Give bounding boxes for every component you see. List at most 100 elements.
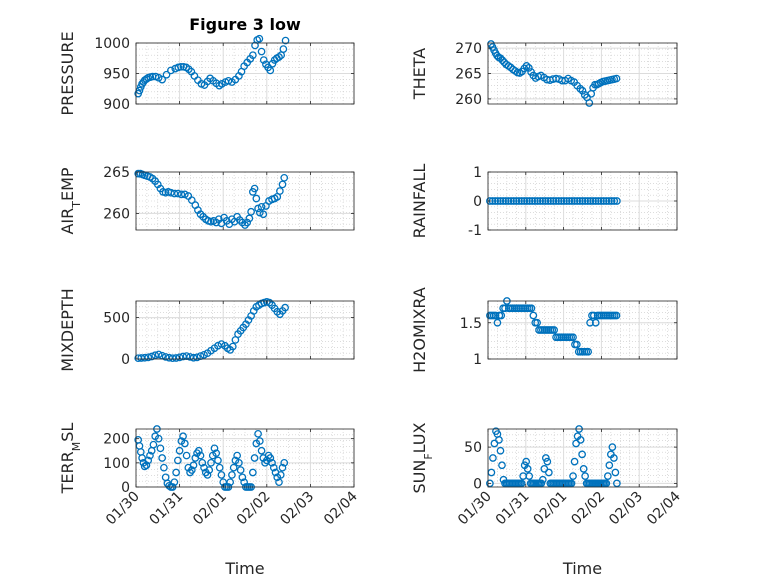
data-point xyxy=(608,443,617,451)
data-point xyxy=(276,471,285,479)
data-point xyxy=(576,197,584,205)
data-point xyxy=(572,340,581,349)
data-point xyxy=(498,461,506,470)
data-point xyxy=(189,461,198,470)
data-point xyxy=(570,457,579,466)
data-point xyxy=(172,468,180,477)
data-point xyxy=(238,473,247,482)
data-point xyxy=(512,197,521,205)
axes-box xyxy=(487,300,678,360)
data-point xyxy=(179,432,187,441)
data-point xyxy=(156,444,165,453)
data-point xyxy=(275,53,283,61)
data-point xyxy=(266,454,275,462)
y-tick-label: 1.5 xyxy=(460,316,482,332)
data-point xyxy=(520,197,529,205)
y-tick-label: 265 xyxy=(455,67,482,83)
data-point xyxy=(215,463,224,472)
data-point xyxy=(170,478,179,487)
data-point xyxy=(543,457,552,466)
data-point xyxy=(154,350,163,359)
data-point xyxy=(252,194,261,203)
y-tick-label: 100 xyxy=(103,456,130,472)
data-point xyxy=(581,472,589,480)
data-point xyxy=(275,478,283,487)
data-point xyxy=(167,66,175,75)
y-tick-label: 260 xyxy=(103,206,130,222)
data-point xyxy=(257,202,266,211)
data-point xyxy=(591,318,600,327)
data-point xyxy=(567,479,576,488)
data-point xyxy=(594,197,603,205)
data-point xyxy=(250,454,259,462)
x-axis-label: Time xyxy=(224,559,264,578)
data-point xyxy=(187,196,196,205)
y-tick-label: 1000 xyxy=(94,36,130,52)
data-point xyxy=(525,197,534,205)
data-point xyxy=(491,311,500,320)
data-point xyxy=(196,451,205,460)
data-point xyxy=(498,56,507,65)
y-tick-label: 50 xyxy=(464,440,482,456)
data-point xyxy=(528,197,537,205)
y-tick-label: 200 xyxy=(103,432,130,448)
data-point xyxy=(280,173,289,182)
data-point xyxy=(546,197,555,205)
y-axis-label: AIRTEMP xyxy=(58,167,83,234)
data-point xyxy=(279,45,288,53)
data-point xyxy=(266,66,275,75)
data-point xyxy=(226,478,235,487)
plot-area xyxy=(488,301,677,359)
data-point xyxy=(599,197,608,205)
data-point xyxy=(533,318,541,327)
data-point xyxy=(140,353,149,362)
data-point xyxy=(524,64,533,72)
data-point xyxy=(212,449,221,458)
data-point xyxy=(576,436,585,444)
y-tick-label: 1 xyxy=(473,352,482,368)
data-point xyxy=(573,197,582,205)
data-point xyxy=(174,456,182,465)
y-tick-label: 270 xyxy=(455,41,482,57)
data-point xyxy=(269,463,278,472)
data-point xyxy=(142,461,151,470)
data-point xyxy=(203,471,212,479)
y-tick-label: -1 xyxy=(468,223,482,239)
data-point xyxy=(236,466,245,474)
data-point xyxy=(177,190,186,199)
data-point xyxy=(605,197,613,205)
data-point xyxy=(248,468,257,477)
data-point xyxy=(586,318,594,327)
data-point xyxy=(214,456,222,465)
y-axis-label: RAINFALL xyxy=(410,164,429,239)
data-point xyxy=(541,454,550,462)
data-point xyxy=(207,458,215,467)
data-point xyxy=(538,475,547,484)
data-point xyxy=(170,189,179,198)
data-point xyxy=(486,197,494,205)
data-point xyxy=(247,207,255,216)
y-tick-label: 265 xyxy=(103,165,130,181)
data-point xyxy=(254,429,262,438)
axes-box xyxy=(135,171,355,231)
y-tick-label: 1 xyxy=(473,165,482,181)
data-point xyxy=(501,197,510,205)
data-point xyxy=(584,347,593,356)
data-point xyxy=(140,462,149,471)
data-point xyxy=(499,197,507,205)
data-point xyxy=(154,434,163,443)
data-point xyxy=(240,478,248,487)
data-point xyxy=(168,354,177,363)
data-point xyxy=(605,461,614,470)
data-point xyxy=(193,353,201,362)
data-point xyxy=(589,311,598,320)
data-point xyxy=(576,84,585,93)
subplot-1: 900 950 1000 PRESSURE xyxy=(58,31,355,116)
data-point xyxy=(507,197,515,205)
data-point xyxy=(527,304,536,313)
subplot-3: 260 265 AIRTEMP xyxy=(58,165,355,235)
data-point xyxy=(496,54,505,63)
